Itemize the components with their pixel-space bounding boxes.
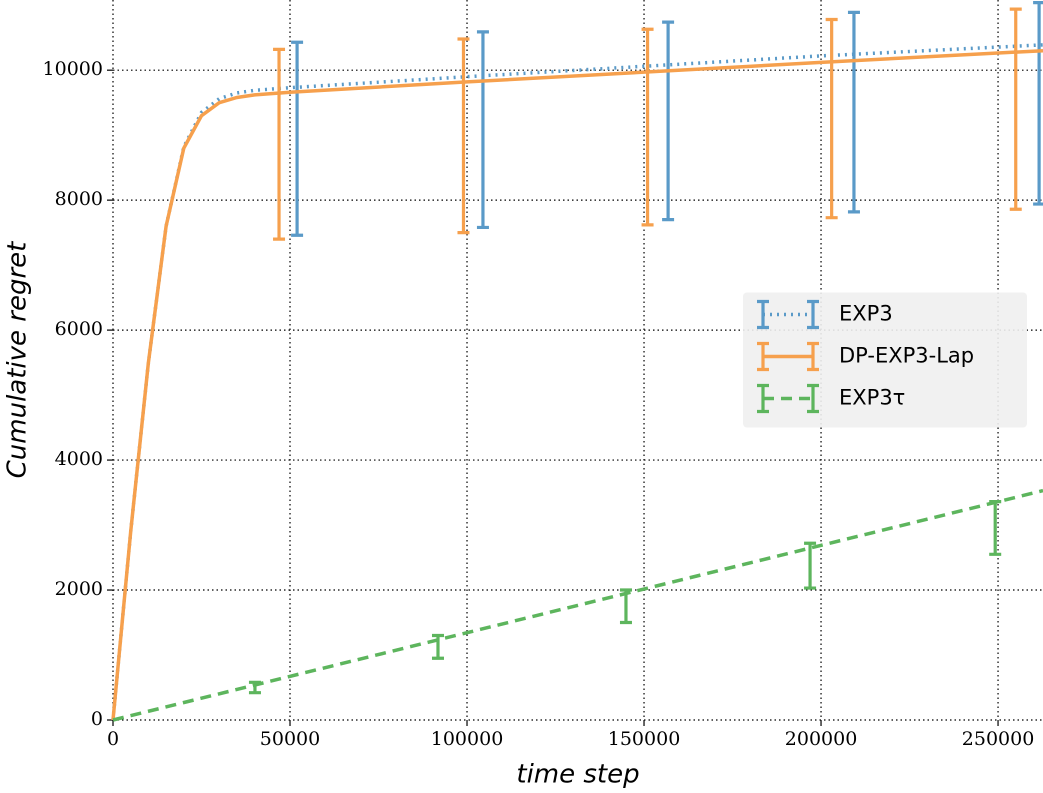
error-bar xyxy=(825,17,838,220)
legend-cap xyxy=(807,341,819,372)
x-tick-label: 50000 xyxy=(260,728,320,750)
error-bar xyxy=(1009,7,1022,211)
error-bar xyxy=(662,20,675,222)
x-tick-label: 150000 xyxy=(608,728,681,750)
legend-label: DP-EXP3-Lap xyxy=(839,344,974,368)
x-axis-label: time step xyxy=(516,760,639,790)
error-bar xyxy=(457,37,470,235)
error-bar xyxy=(1033,0,1043,206)
error-bar xyxy=(641,27,654,227)
y-tick-label: 8000 xyxy=(55,188,103,210)
y-tick-label: 10000 xyxy=(43,58,103,80)
error-bar xyxy=(847,10,860,214)
legend: EXP3 DP-EXP3-Lap EXP3τ xyxy=(743,292,1027,428)
x-tick-label: 0 xyxy=(107,728,119,750)
error-bar xyxy=(989,500,1002,556)
legend-cap xyxy=(757,341,769,372)
y-tick-label: 4000 xyxy=(55,448,103,470)
error-bar xyxy=(476,30,489,230)
error-bar xyxy=(273,47,286,241)
error-bar xyxy=(248,680,261,695)
series-line xyxy=(111,43,1043,721)
legend-cap xyxy=(757,299,769,330)
error-bar xyxy=(291,40,304,237)
legend-label: EXP3 xyxy=(839,302,893,326)
legend-cap xyxy=(807,383,819,414)
series-line xyxy=(111,48,1043,721)
legend-label: EXP3τ xyxy=(839,386,905,410)
y-tick-label: 2000 xyxy=(55,578,103,600)
x-tick-label: 250000 xyxy=(962,728,1035,750)
legend-cap xyxy=(807,299,819,330)
x-tick-label: 100000 xyxy=(431,728,504,750)
y-tick-label: 6000 xyxy=(55,318,103,340)
y-axis-label: Cumulative regret xyxy=(3,241,33,479)
error-bar xyxy=(431,633,444,660)
legend-cap xyxy=(757,383,769,414)
error-bar xyxy=(619,588,632,625)
error-bar xyxy=(804,541,817,590)
x-tick-label: 200000 xyxy=(785,728,858,750)
series-line xyxy=(112,488,1043,722)
y-tick-label: 0 xyxy=(91,708,103,730)
